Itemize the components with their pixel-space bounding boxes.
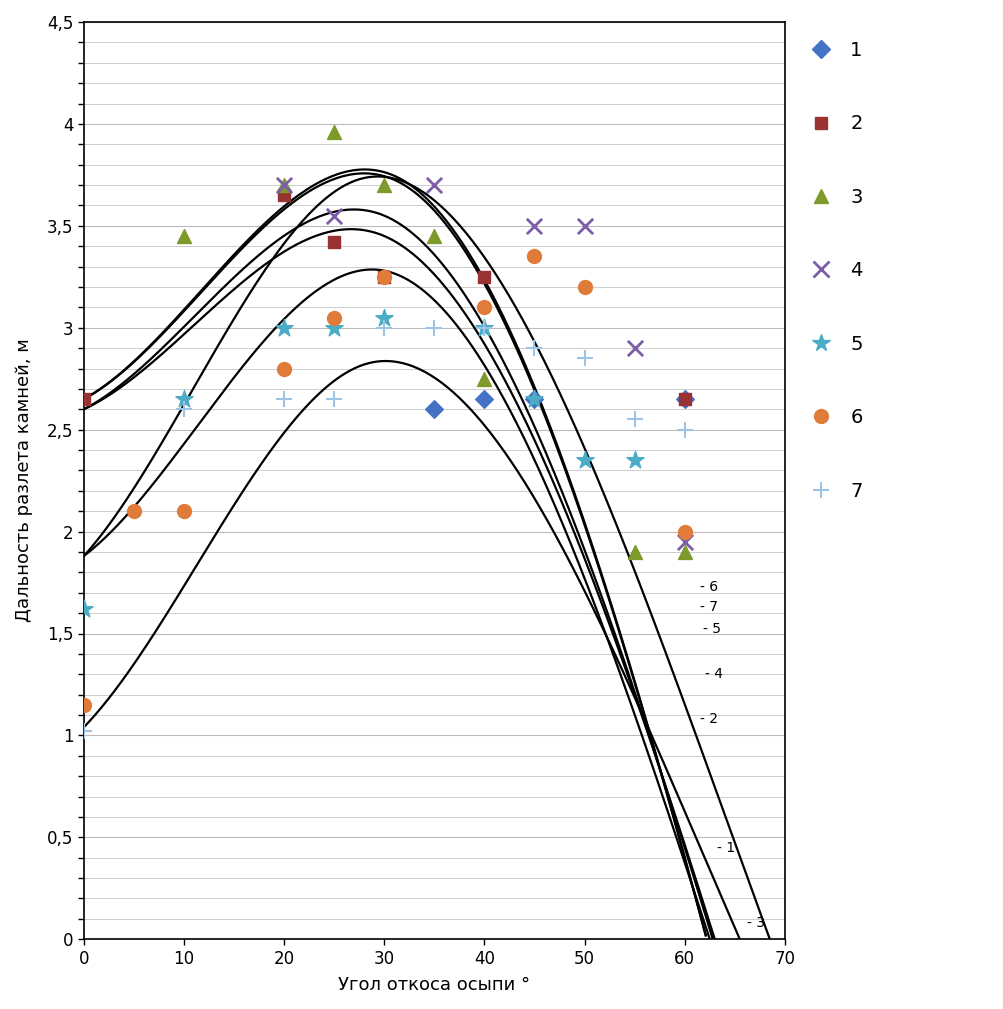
Point bbox=[326, 391, 342, 408]
Point bbox=[276, 177, 292, 193]
Point bbox=[326, 320, 342, 336]
Point bbox=[676, 544, 692, 560]
Point bbox=[176, 503, 192, 520]
Text: - 4: - 4 bbox=[704, 667, 722, 681]
Point bbox=[376, 268, 392, 285]
Point bbox=[176, 391, 192, 408]
Point bbox=[676, 391, 692, 408]
Y-axis label: Дальность разлета камней, м: Дальность разлета камней, м bbox=[15, 339, 33, 623]
Point bbox=[576, 350, 592, 366]
Text: - 6: - 6 bbox=[699, 579, 717, 593]
Point bbox=[526, 248, 542, 264]
Point bbox=[475, 320, 491, 336]
Point bbox=[276, 391, 292, 408]
Legend: 1, 2, 3, 4, 5, 6, 7: 1, 2, 3, 4, 5, 6, 7 bbox=[800, 41, 862, 500]
Point bbox=[326, 310, 342, 326]
Point bbox=[326, 208, 342, 224]
Point bbox=[75, 601, 91, 618]
Point bbox=[75, 391, 91, 408]
Point bbox=[626, 412, 642, 428]
Point bbox=[276, 320, 292, 336]
Point bbox=[176, 402, 192, 418]
Point bbox=[426, 177, 442, 193]
Point bbox=[475, 370, 491, 386]
Text: - 7: - 7 bbox=[699, 600, 717, 614]
Point bbox=[626, 544, 642, 560]
Point bbox=[676, 524, 692, 540]
Point bbox=[576, 278, 592, 295]
Point bbox=[276, 360, 292, 376]
Point bbox=[676, 422, 692, 438]
Point bbox=[576, 218, 592, 234]
Point bbox=[376, 320, 392, 336]
Point bbox=[626, 452, 642, 468]
Point bbox=[376, 310, 392, 326]
Point bbox=[376, 268, 392, 285]
Point bbox=[626, 340, 642, 356]
Point bbox=[176, 228, 192, 244]
Point bbox=[526, 340, 542, 356]
Text: - 2: - 2 bbox=[699, 712, 717, 726]
Point bbox=[676, 391, 692, 408]
Point bbox=[475, 320, 491, 336]
Point bbox=[526, 218, 542, 234]
Point bbox=[475, 391, 491, 408]
Point bbox=[676, 534, 692, 550]
Point bbox=[475, 268, 491, 285]
Point bbox=[526, 391, 542, 408]
Point bbox=[75, 723, 91, 740]
Point bbox=[376, 177, 392, 193]
Point bbox=[526, 391, 542, 408]
Point bbox=[75, 697, 91, 713]
Point bbox=[426, 320, 442, 336]
Point bbox=[426, 402, 442, 418]
Point bbox=[326, 124, 342, 140]
Point bbox=[125, 503, 141, 520]
Point bbox=[475, 300, 491, 316]
X-axis label: Угол откоса осыпи °: Угол откоса осыпи ° bbox=[338, 976, 530, 994]
Text: - 3: - 3 bbox=[746, 916, 764, 930]
Point bbox=[276, 177, 292, 193]
Point bbox=[426, 228, 442, 244]
Text: - 5: - 5 bbox=[702, 623, 720, 637]
Text: - 1: - 1 bbox=[716, 840, 734, 855]
Point bbox=[576, 452, 592, 468]
Point bbox=[276, 188, 292, 204]
Point bbox=[326, 234, 342, 250]
